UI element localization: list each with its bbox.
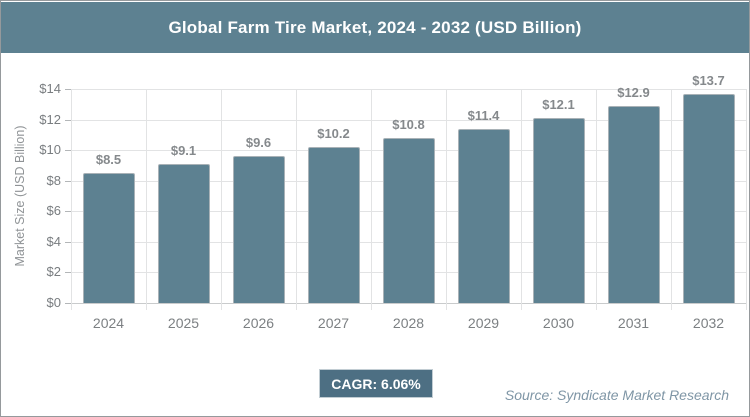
- x-axis-label: 2026: [242, 315, 275, 331]
- y-tick-mark: [65, 119, 71, 121]
- bar-2026: [232, 156, 285, 303]
- bar-2030: [532, 118, 585, 303]
- v-gridline: [71, 89, 72, 310]
- bar-value-label: $9.6: [245, 135, 272, 151]
- plot-area: $8.5 $9.1 $9.6 $10.2 $10.8 $11.4 $12.1 $12.9 $13…: [71, 73, 747, 310]
- h-gridline: [71, 119, 746, 121]
- y-tick-label: $10: [39, 142, 61, 158]
- y-tick-label: $2: [46, 264, 61, 280]
- x-axis-label: 2030: [542, 315, 575, 331]
- y-tick-mark: [65, 89, 71, 90]
- bar-2027: [307, 147, 360, 303]
- y-tick-label: $14: [39, 81, 61, 96]
- x-axis-label: 2028: [392, 315, 425, 331]
- bar-value-label: $10.8: [392, 116, 425, 132]
- bar-value-label: $12.9: [617, 84, 650, 100]
- bar-2025: [157, 163, 210, 303]
- v-gridline: [521, 89, 522, 310]
- y-tick-mark: [65, 150, 71, 152]
- bar-2028: [382, 137, 435, 303]
- x-axis-label: 2024: [92, 315, 125, 331]
- y-tick-label: $6: [46, 203, 61, 219]
- v-gridline: [221, 89, 222, 310]
- h-gridline: [71, 303, 746, 304]
- bar-value-label: $11.4: [467, 107, 500, 123]
- v-gridline: [746, 89, 747, 310]
- bar-value-label: $10.2: [317, 126, 350, 142]
- cagr-label: CAGR: 6.06%: [331, 375, 421, 392]
- x-axis-label: 2029: [467, 315, 500, 331]
- x-axis-label: 2032: [692, 315, 725, 331]
- y-tick-label: $8: [46, 172, 61, 188]
- y-tick-mark: [65, 211, 71, 213]
- y-tick-mark: [65, 303, 71, 304]
- h-gridline: [71, 89, 746, 90]
- bar-2024: [82, 173, 135, 303]
- source-text: Source: Syndicate Market Research: [504, 387, 729, 403]
- header-bar: Global Farm Tire Market, 2024 - 2032 (US…: [1, 2, 749, 53]
- y-tick-mark: [65, 180, 71, 182]
- v-gridline: [146, 89, 147, 310]
- y-tick-label: $12: [39, 111, 61, 127]
- y-tick-mark: [65, 272, 71, 274]
- y-tick-mark: [65, 241, 71, 243]
- bar-2029: [457, 128, 510, 303]
- bar-value-label: $13.7: [692, 72, 725, 88]
- x-axis-label: 2031: [617, 315, 650, 331]
- bar-2031: [607, 105, 660, 303]
- v-gridline: [446, 89, 447, 310]
- x-axis-label: 2027: [317, 315, 350, 331]
- v-gridline: [671, 89, 672, 310]
- bar-value-label: $8.5: [95, 152, 122, 168]
- y-tick-label: $0: [46, 295, 61, 310]
- v-gridline: [596, 89, 597, 310]
- bar-value-label: $12.1: [542, 97, 575, 113]
- bar-2032: [682, 93, 735, 303]
- v-gridline: [371, 89, 372, 310]
- cagr-badge: CAGR: 6.06%: [319, 369, 433, 398]
- x-axis-label: 2025: [167, 315, 200, 331]
- bar-value-label: $9.1: [170, 142, 197, 158]
- chart-title: Global Farm Tire Market, 2024 - 2032 (US…: [168, 17, 582, 37]
- v-gridline: [296, 89, 297, 310]
- y-tick-label: $4: [46, 233, 61, 249]
